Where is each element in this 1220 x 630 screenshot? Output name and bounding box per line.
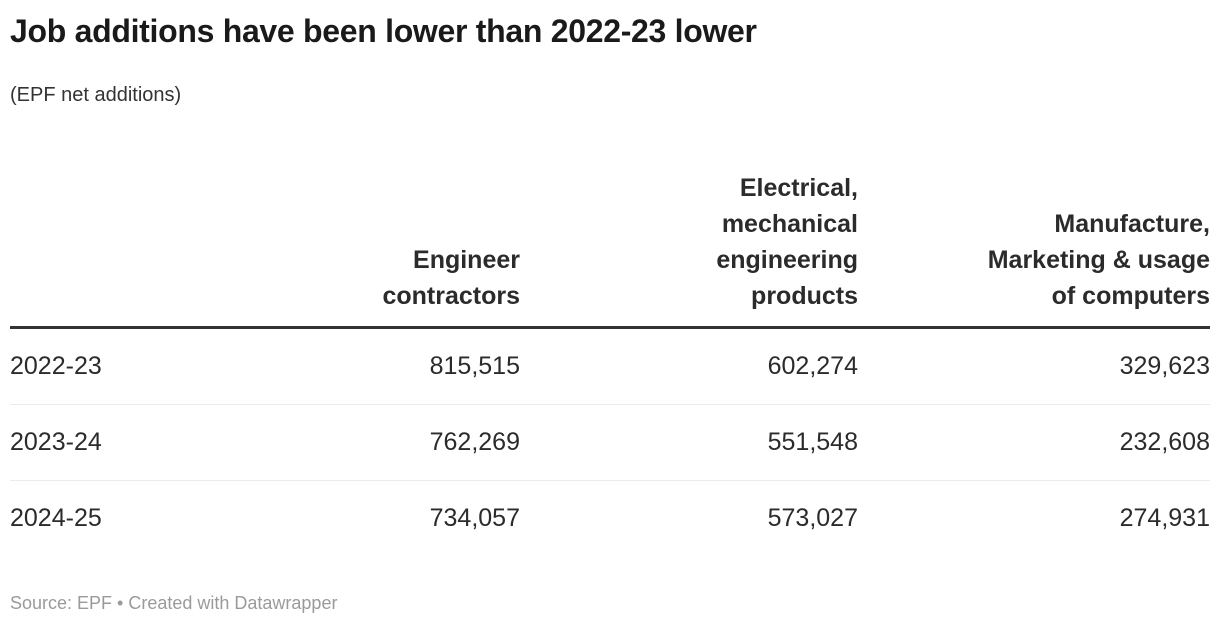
column-header-manufacture-computers: Manufacture, Marketing & usage of comput…: [987, 210, 1210, 311]
table-row: 2024-25 734,057 573,027 274,931: [10, 481, 1210, 557]
chart-container: Job additions have been lower than 2022-…: [0, 12, 1220, 614]
table-header: Engineer contractors Electrical, mechani…: [10, 170, 1210, 328]
column-header-rowlabel: [10, 170, 200, 328]
source-attribution: Source: EPF • Created with Datawrapper: [10, 593, 338, 614]
table-cell: 573,027: [767, 504, 858, 533]
table-cell: 762,269: [429, 428, 520, 457]
table-body: 2022-23 815,515 602,274 329,623 2023-24 …: [10, 328, 1210, 557]
table-cell: 815,515: [429, 352, 520, 381]
column-header-electrical-mechanical: Electrical, mechanical engineering produ…: [716, 174, 858, 311]
table-row: 2023-24 762,269 551,548 232,608: [10, 405, 1210, 481]
table-row: 2022-23 815,515 602,274 329,623: [10, 328, 1210, 405]
data-table: Engineer contractors Electrical, mechani…: [10, 170, 1210, 556]
row-label: 2022-23: [10, 352, 102, 381]
table-cell: 551,548: [767, 428, 858, 457]
table-header-row: Engineer contractors Electrical, mechani…: [10, 170, 1210, 328]
table-cell: 734,057: [429, 504, 520, 533]
table-cell: 329,623: [1119, 352, 1210, 381]
row-label: 2023-24: [10, 428, 102, 457]
table-cell: 232,608: [1119, 428, 1210, 457]
table-cell: 274,931: [1119, 504, 1210, 533]
column-header-engineer-contractors: Engineer contractors: [382, 246, 520, 311]
table-cell: 602,274: [767, 352, 858, 381]
chart-title: Job additions have been lower than 2022-…: [10, 13, 757, 49]
chart-subtitle: (EPF net additions): [10, 84, 182, 107]
row-label: 2024-25: [10, 504, 102, 533]
